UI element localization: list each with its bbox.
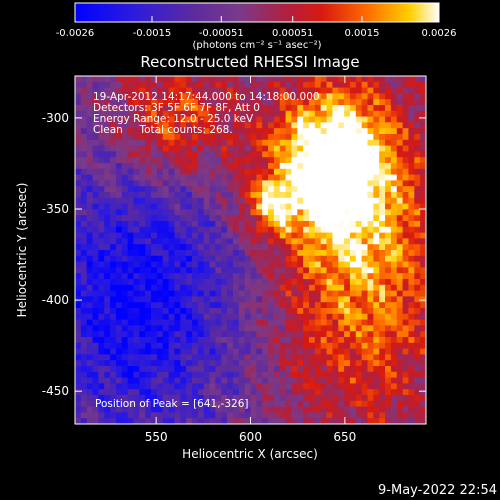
y-axis-label: Heliocentric Y (arcsec) (15, 183, 29, 318)
x-tick-label: 600 (239, 430, 262, 444)
colorbar (74, 2, 440, 23)
colorbar-tick-label: 0.00051 (272, 28, 313, 39)
y-tick-label: -400 (42, 293, 69, 307)
y-tick-label: -350 (42, 202, 69, 216)
annotation-energy: Energy Range: 12.0 - 25.0 keV (93, 113, 254, 125)
colorbar-tick-label: -0.00051 (199, 28, 244, 39)
annotation-clean: Clean Total counts: 268. (93, 124, 233, 136)
chart-title: Reconstructed RHESSI Image (140, 53, 359, 71)
colorbar-tick-label: -0.0015 (133, 28, 172, 39)
x-axis-label: Heliocentric X (arcsec) (182, 447, 318, 461)
annotation-time: 19-Apr-2012 14:17:44.000 to 14:18:00.000 (93, 91, 320, 103)
annotation-block: 19-Apr-2012 14:17:44.000 to 14:18:00.000… (93, 91, 320, 136)
annotation-detectors: Detectors: 3F 5F 6F 7F 8F, Att 0 (93, 102, 260, 114)
colorbar-tick-label: 0.0015 (345, 28, 380, 39)
colorbar-ticks: -0.0026 -0.0015 -0.00051 0.00051 0.0015 0.002… (56, 16, 457, 39)
y-tick-label: -300 (42, 111, 69, 125)
heatmap (75, 76, 426, 424)
peak-position-label: Position of Peak = [641,-326] (95, 398, 249, 410)
x-tick-label: 650 (333, 430, 356, 444)
x-tick-label: 550 (145, 430, 168, 444)
y-axis-ticks: -300 -350 -400 -450 (42, 111, 426, 398)
y-tick-label: -450 (42, 384, 69, 398)
footer-date: 9-May-2022 22:54 (378, 483, 497, 498)
x-axis-ticks: 550 600 650 (145, 76, 356, 444)
colorbar-unit-label: (photons cm⁻² s⁻¹ asec⁻²) (192, 40, 321, 51)
colorbar-tick-label: 0.0026 (422, 28, 457, 39)
colorbar-tick-label: -0.0026 (56, 28, 95, 39)
